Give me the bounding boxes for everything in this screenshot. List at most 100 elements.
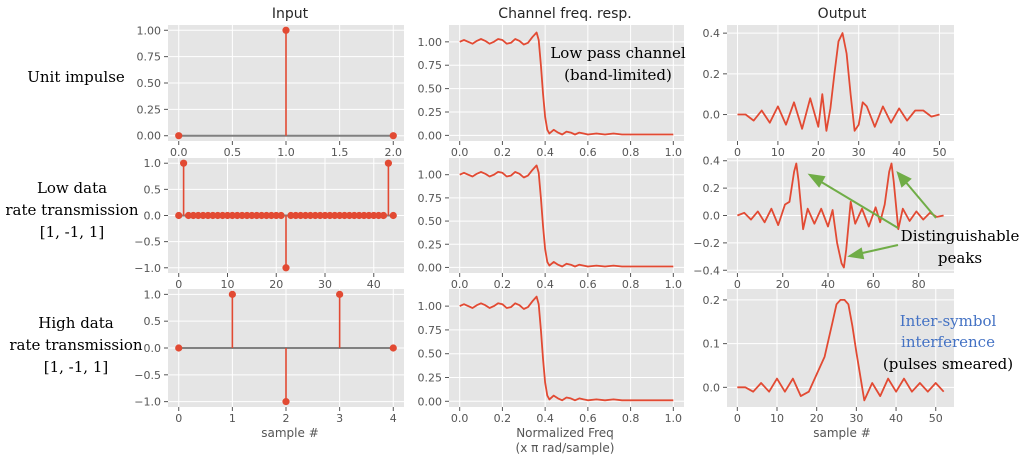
x-tick-label: 0 bbox=[734, 146, 741, 159]
annotation-line: Low pass channel bbox=[550, 44, 686, 62]
y-tick-label: 1.00 bbox=[137, 24, 162, 37]
x-tick-label: 0.2 bbox=[494, 412, 512, 425]
x-tick-label: 0.5 bbox=[224, 146, 242, 159]
x-tick-label: 0.6 bbox=[579, 412, 597, 425]
x-tick-label: 0 bbox=[734, 278, 741, 291]
x-tick-label: 40 bbox=[367, 278, 381, 291]
stem-marker bbox=[389, 344, 397, 352]
panel-r2-c2: 0 10 20 30 40 50 0.0 0.1 0.2 bbox=[703, 289, 954, 425]
y-tick-label: 0.75 bbox=[137, 51, 162, 64]
y-tick-label: −1.0 bbox=[134, 396, 161, 409]
x-tick-label: 20 bbox=[811, 146, 825, 159]
series-line bbox=[459, 295, 674, 402]
y-tick-label: 0.75 bbox=[418, 192, 443, 205]
y-tick-label: −0.5 bbox=[134, 369, 161, 382]
row-label-line: [1, -1, 1] bbox=[44, 358, 108, 376]
y-tick-label: 0.1 bbox=[703, 338, 721, 351]
y-tick-label: 1.00 bbox=[418, 169, 443, 182]
stem-marker bbox=[228, 290, 236, 298]
y-tick-label: 0.00 bbox=[418, 395, 443, 408]
y-tick-label: 1.0 bbox=[144, 288, 162, 301]
y-tick-label: 0.4 bbox=[703, 155, 721, 168]
column-title-input: Input bbox=[272, 6, 309, 22]
stem-marker bbox=[175, 344, 183, 352]
x-tick-label: 40 bbox=[892, 146, 906, 159]
annotation-isi: Inter-symbol interference bbox=[900, 312, 997, 351]
series-line bbox=[737, 162, 944, 269]
panel-r0-c2: 0 10 20 30 40 50 0.0 0.2 0.4 bbox=[703, 25, 954, 159]
stem-marker bbox=[389, 132, 397, 140]
x-tick-label: 60 bbox=[866, 278, 880, 291]
x-tick-label: 0.4 bbox=[536, 146, 554, 159]
y-tick-label: 0.0 bbox=[144, 210, 162, 223]
stem-marker bbox=[277, 211, 285, 220]
x-tick-label: 30 bbox=[849, 412, 863, 425]
x-tick-label: 1.0 bbox=[665, 412, 683, 425]
x-tick-label: 50 bbox=[929, 412, 943, 425]
y-tick-label: 1.00 bbox=[418, 36, 443, 49]
x-tick-label: 1.0 bbox=[665, 146, 683, 159]
row-label-high-rate: High data rate transmission [1, -1, 1] bbox=[9, 314, 143, 376]
row-label-line: High data bbox=[38, 314, 113, 332]
x-tick-label: 10 bbox=[220, 278, 234, 291]
y-tick-label: 0.00 bbox=[418, 129, 443, 142]
x-tick-label: 0.0 bbox=[451, 278, 469, 291]
x-tick-label: 0 bbox=[175, 412, 182, 425]
plot-area bbox=[727, 25, 954, 141]
y-tick-label: 0.50 bbox=[418, 215, 443, 228]
row-label-unit-impulse: Unit impulse bbox=[27, 68, 125, 86]
x-tick-label: 4 bbox=[390, 412, 397, 425]
x-tick-label: 0 bbox=[734, 412, 741, 425]
y-tick-label: 0.5 bbox=[144, 183, 162, 196]
series-line bbox=[459, 164, 674, 268]
xlabel-input: sample # bbox=[261, 426, 319, 440]
x-tick-label: 20 bbox=[776, 278, 790, 291]
series-line bbox=[459, 31, 674, 136]
xlabel-channel-line1: Normalized Freq bbox=[516, 426, 614, 440]
y-tick-label: 0.0 bbox=[703, 109, 721, 122]
arrow-line bbox=[817, 179, 899, 229]
stem-marker bbox=[282, 26, 290, 34]
y-tick-label: 0.2 bbox=[703, 294, 721, 307]
x-tick-label: 1 bbox=[229, 412, 236, 425]
y-tick-label: −0.5 bbox=[134, 236, 161, 249]
series-line bbox=[737, 32, 940, 132]
x-tick-label: 0.4 bbox=[536, 412, 554, 425]
arrow-line bbox=[903, 179, 937, 219]
panels: 0.0 0.5 1.0 1.5 2.00.000.250.500.751.000 10 20… bbox=[134, 24, 954, 425]
arrow-head bbox=[807, 173, 826, 188]
panel-r0-c1: 0.0 0.2 0.4 0.6 0.8 1.0 0.00 0.25 0.50 0.75 1.00 bbox=[418, 25, 684, 159]
series-line bbox=[737, 298, 945, 402]
stem-marker bbox=[379, 211, 388, 220]
x-tick-label: 0.2 bbox=[494, 278, 512, 291]
x-tick-label: 40 bbox=[889, 412, 903, 425]
x-tick-label: 3 bbox=[336, 412, 343, 425]
y-tick-label: 0.50 bbox=[137, 77, 162, 90]
row-label-line: Unit impulse bbox=[27, 68, 125, 86]
stem-marker bbox=[180, 159, 188, 167]
panel-r1-c2: 0 20 40 60 80 −0.4 −0.2 0.0 0.2 0.4 bbox=[693, 155, 954, 291]
x-tick-label: 2 bbox=[283, 412, 290, 425]
row-label-line: Low data bbox=[37, 179, 107, 197]
x-tick-label: 10 bbox=[771, 146, 785, 159]
y-tick-label: −1.0 bbox=[134, 262, 161, 275]
annotation-peaks: Distinguishable peaks bbox=[901, 227, 1020, 267]
stem-marker bbox=[384, 159, 392, 167]
y-tick-label: 0.75 bbox=[418, 324, 443, 337]
x-tick-label: 0.6 bbox=[579, 278, 597, 291]
y-tick-label: 1.0 bbox=[144, 157, 162, 170]
stem-marker bbox=[282, 264, 290, 272]
x-tick-label: 2.0 bbox=[385, 146, 403, 159]
x-tick-label: 50 bbox=[932, 146, 946, 159]
stem-marker bbox=[336, 290, 344, 298]
annotation-line: interference bbox=[901, 333, 995, 351]
panel-r1-c1: 0.0 0.2 0.4 0.6 0.8 1.0 0.00 0.25 0.50 0.75 1.00 bbox=[418, 158, 684, 291]
y-tick-label: 0.25 bbox=[137, 103, 162, 116]
x-tick-label: 0.8 bbox=[622, 278, 640, 291]
y-tick-label: 0.5 bbox=[144, 315, 162, 328]
column-title-channel: Channel freq. resp. bbox=[498, 6, 631, 22]
y-tick-label: 0.75 bbox=[418, 59, 443, 72]
row-label-line: rate transmission bbox=[9, 336, 143, 354]
plot-area bbox=[449, 289, 684, 407]
